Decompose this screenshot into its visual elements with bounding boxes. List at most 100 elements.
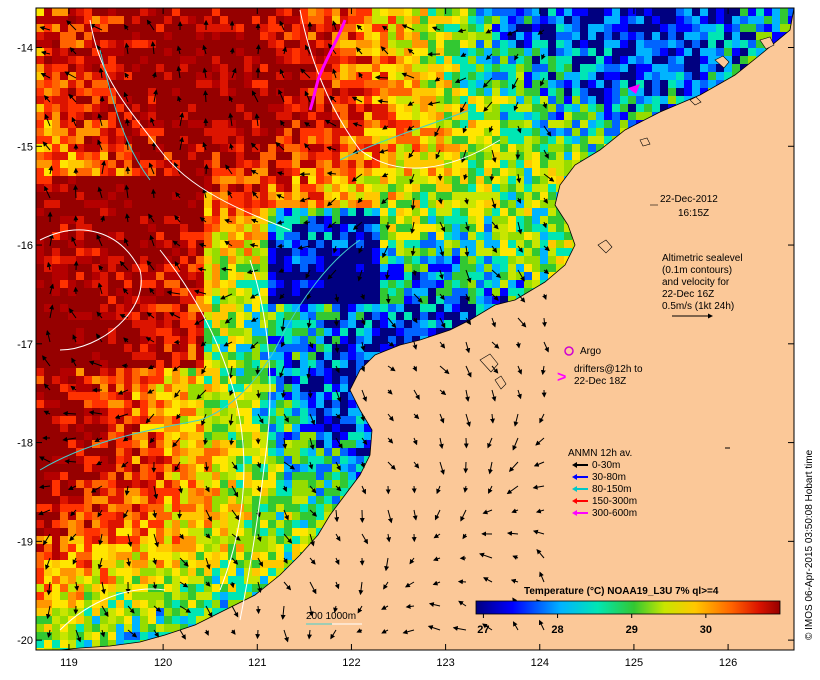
sst-cell — [284, 232, 292, 240]
sst-cell — [500, 184, 508, 192]
sst-cell — [452, 168, 460, 176]
sst-cell — [316, 216, 324, 224]
sst-cell — [292, 40, 300, 48]
sst-cell — [212, 312, 220, 320]
sst-cell — [212, 184, 220, 192]
sst-cell — [604, 48, 612, 56]
sst-cell — [252, 96, 260, 104]
sst-cell — [60, 40, 68, 48]
sst-cell — [148, 8, 156, 16]
sst-cell — [524, 40, 532, 48]
sst-cell — [308, 80, 316, 88]
sst-cell — [172, 408, 180, 416]
sst-cell — [204, 200, 212, 208]
sst-cell — [164, 120, 172, 128]
sst-cell — [740, 48, 748, 56]
sst-cell — [180, 128, 188, 136]
sst-cell — [84, 376, 92, 384]
sst-cell — [204, 352, 212, 360]
sst-cell — [436, 208, 444, 216]
sst-cell — [476, 16, 484, 24]
sst-cell — [340, 424, 348, 432]
sst-cell — [260, 208, 268, 216]
sst-cell — [220, 184, 228, 192]
sst-cell — [196, 72, 204, 80]
sst-cell — [468, 272, 476, 280]
sst-cell — [404, 280, 412, 288]
sst-cell — [420, 272, 428, 280]
sst-cell — [348, 216, 356, 224]
sst-cell — [148, 120, 156, 128]
sst-cell — [180, 192, 188, 200]
sst-cell — [220, 40, 228, 48]
sst-cell — [100, 280, 108, 288]
sst-cell — [268, 56, 276, 64]
sst-cell — [236, 360, 244, 368]
sst-cell — [36, 312, 44, 320]
sst-cell — [252, 40, 260, 48]
sst-cell — [100, 144, 108, 152]
sst-cell — [44, 400, 52, 408]
sst-cell — [188, 80, 196, 88]
sst-cell — [260, 320, 268, 328]
sst-cell — [492, 232, 500, 240]
sst-cell — [284, 96, 292, 104]
sst-cell — [92, 272, 100, 280]
sst-cell — [116, 160, 124, 168]
sst-cell — [356, 280, 364, 288]
sst-cell — [564, 32, 572, 40]
sst-cell — [484, 248, 492, 256]
sst-cell — [324, 72, 332, 80]
sst-cell — [604, 112, 612, 120]
sst-cell — [100, 192, 108, 200]
sst-cell — [604, 96, 612, 104]
sst-cell — [76, 416, 84, 424]
sst-cell — [484, 80, 492, 88]
sst-cell — [412, 272, 420, 280]
sst-cell — [156, 24, 164, 32]
sst-cell — [212, 248, 220, 256]
sst-cell — [716, 16, 724, 24]
sst-cell — [612, 88, 620, 96]
sst-cell — [652, 96, 660, 104]
sst-cell — [252, 304, 260, 312]
sst-cell — [236, 144, 244, 152]
sst-cell — [92, 328, 100, 336]
sst-cell — [356, 328, 364, 336]
sst-cell — [76, 104, 84, 112]
sst-cell — [516, 232, 524, 240]
sst-cell — [124, 64, 132, 72]
sst-cell — [548, 232, 556, 240]
sst-cell — [188, 312, 196, 320]
sst-cell — [524, 32, 532, 40]
sst-cell — [596, 40, 604, 48]
sst-cell — [740, 56, 748, 64]
sst-cell — [324, 48, 332, 56]
sst-cell — [500, 272, 508, 280]
sst-cell — [124, 424, 132, 432]
sst-cell — [508, 256, 516, 264]
sst-cell — [484, 304, 492, 312]
sst-cell — [268, 24, 276, 32]
sst-cell — [732, 8, 740, 16]
sst-cell — [444, 64, 452, 72]
sst-cell — [68, 296, 76, 304]
sst-cell — [284, 392, 292, 400]
sst-cell — [68, 8, 76, 16]
sst-cell — [292, 24, 300, 32]
sst-cell — [76, 336, 84, 344]
sst-cell — [500, 80, 508, 88]
sst-cell — [172, 368, 180, 376]
sst-cell — [164, 248, 172, 256]
sst-cell — [260, 24, 268, 32]
sst-cell — [132, 256, 140, 264]
sst-cell — [292, 112, 300, 120]
sst-cell — [268, 408, 276, 416]
sst-cell — [84, 48, 92, 56]
sst-cell — [292, 72, 300, 80]
sst-cell — [36, 88, 44, 96]
sst-cell — [348, 328, 356, 336]
sst-cell — [548, 112, 556, 120]
sst-cell — [548, 72, 556, 80]
sst-cell — [588, 56, 596, 64]
